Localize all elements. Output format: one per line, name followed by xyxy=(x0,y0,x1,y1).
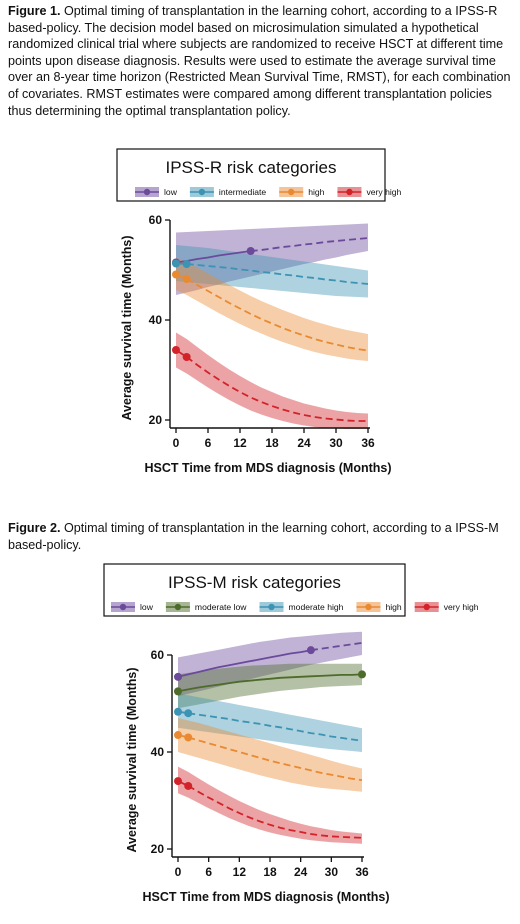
chart2-line-post-very-high xyxy=(187,785,363,839)
chart2-legend-label-low: low xyxy=(140,602,154,612)
chart2-band-moderate-low xyxy=(178,663,362,709)
chart1-point-optimal-intermediate xyxy=(182,260,191,268)
chart1-band-intermediate xyxy=(176,245,368,298)
figure1-caption-text: Optimal timing of transplantation in the… xyxy=(8,4,511,118)
chart2-ytick-label-60: 60 xyxy=(151,648,165,662)
chart2-legend-swatch-high xyxy=(356,602,381,612)
chart1-band-high xyxy=(176,257,368,361)
figure2-caption-text: Optimal timing of transplantation in the… xyxy=(8,521,499,552)
chart2-point-start-moderate-high xyxy=(174,707,182,716)
chart1-band-very-high xyxy=(176,332,368,429)
chart1-point-start-high xyxy=(172,270,180,279)
chart2-point-start-very-high xyxy=(174,777,182,786)
chart1-legend-swatch-high xyxy=(279,187,304,197)
chart2-legend-swatch-moderate-high xyxy=(259,602,284,612)
chart2-line-post-moderate-high xyxy=(188,712,363,742)
chart2-xlabel: HSCT Time from MDS diagnosis (Months) xyxy=(143,890,390,904)
chart2-xtick-label-30: 30 xyxy=(325,865,339,879)
chart2-legend-box xyxy=(103,563,406,617)
figure2-chart: IPSS-M risk categories low moderate low mod… xyxy=(103,563,479,904)
chart1-xtick-label-24: 24 xyxy=(297,436,311,450)
chart2-legend-swatch-moderate-low xyxy=(165,602,190,612)
chart2-point-optimal-moderate-high xyxy=(184,709,193,718)
chart2-legend-label-moderate-high: moderate high xyxy=(289,602,344,612)
chart1-axes xyxy=(165,219,370,433)
chart1-legend-label-intermediate: intermediate xyxy=(219,187,267,197)
chart2-band-low xyxy=(178,631,362,697)
chart1-ytick-label-40: 40 xyxy=(149,313,163,327)
chart1-xtick-label-18: 18 xyxy=(265,436,279,450)
chart1-line-post-very-high xyxy=(186,356,368,422)
chart2-ytick-label-20: 20 xyxy=(151,842,165,856)
chart2-legend-title: IPSS-M risk categories xyxy=(168,573,341,592)
chart2-ytick-label-40: 40 xyxy=(151,745,165,759)
chart2-legend-label-moderate-low: moderate low xyxy=(195,602,247,612)
chart2-line-post-high xyxy=(187,736,363,781)
chart1-legend-title: IPSS-R risk categories xyxy=(166,158,337,177)
chart2-line-pre-moderate-low xyxy=(177,673,363,693)
chart1-xlabel: HSCT Time from MDS diagnosis (Months) xyxy=(145,461,392,475)
chart2-band-very-high xyxy=(178,766,362,844)
chart2-point-start-high xyxy=(174,731,182,740)
chart1-band-low xyxy=(176,223,368,295)
chart1-point-start-intermediate xyxy=(172,259,180,268)
chart1-xtick-label-12: 12 xyxy=(233,436,247,450)
chart2-legend-swatch-low xyxy=(111,602,135,612)
chart1-point-start-very-high xyxy=(172,346,180,354)
chart2-ylabel: Average survival time (Months) xyxy=(125,667,139,852)
figure1-caption: Figure 1. Optimal timing of transplantat… xyxy=(8,3,514,119)
chart1-point-optimal-very-high xyxy=(182,353,191,361)
chart2-legend-swatch-very-high xyxy=(414,602,439,612)
chart2-point-optimal-very-high xyxy=(184,781,193,790)
chart2-point-start-low xyxy=(174,672,182,681)
chart1-line-post-high xyxy=(186,278,369,352)
chart1-legend-label-low: low xyxy=(164,187,178,197)
chart2-point-optimal-high xyxy=(184,733,193,742)
chart1-legend-label-very-high: very high xyxy=(366,187,401,197)
chart2-legend-label-very-high: very high xyxy=(444,602,479,612)
chart2-band-moderate-high xyxy=(178,693,362,752)
chart1-legend-swatch-intermediate xyxy=(189,187,214,197)
chart2-axes xyxy=(167,654,364,862)
chart1-point-optimal-low xyxy=(246,247,255,255)
chart1-xtick-label-0: 0 xyxy=(173,436,180,450)
chart2-point-start-moderate-low xyxy=(174,687,182,696)
chart1-line-post-intermediate xyxy=(186,263,369,285)
chart1-ytick-label-60: 60 xyxy=(149,213,163,227)
chart2-band-high xyxy=(178,718,362,792)
chart1-legend-swatch-very-high xyxy=(337,187,362,197)
chart2-line-post-low xyxy=(310,642,363,652)
chart1-ylabel: Average survival time (Months) xyxy=(120,235,134,420)
chart1-legend-swatch-low xyxy=(135,187,159,197)
chart2-xtick-label-6: 6 xyxy=(205,865,212,879)
figure2-caption-label: Figure 2. xyxy=(8,521,61,535)
chart2-line-pre-low xyxy=(177,649,312,678)
chart1-xtick-label-36: 36 xyxy=(361,436,375,450)
chart1-point-optimal-high xyxy=(182,275,191,283)
chart2-legend-label-high: high xyxy=(385,602,401,612)
figure1-chart: IPSS-R risk categories low intermediate hig… xyxy=(116,148,402,475)
chart2-xtick-label-18: 18 xyxy=(263,865,277,879)
figure1-caption-label: Figure 1. xyxy=(8,4,61,18)
chart1-xtick-label-30: 30 xyxy=(329,436,343,450)
chart2-xtick-label-24: 24 xyxy=(294,865,308,879)
chart1-xtick-label-6: 6 xyxy=(205,436,212,450)
chart2-point-optimal-moderate-low xyxy=(358,670,366,679)
chart1-legend-label-high: high xyxy=(308,187,324,197)
chart2-xtick-label-0: 0 xyxy=(175,865,182,879)
chart2-xtick-label-12: 12 xyxy=(233,865,247,879)
figure2-caption: Figure 2. Optimal timing of transplantat… xyxy=(8,520,514,553)
chart2-xtick-label-36: 36 xyxy=(355,865,369,879)
chart1-line-post-low xyxy=(250,237,369,252)
chart1-ytick-label-20: 20 xyxy=(149,413,163,427)
chart2-point-optimal-low xyxy=(306,646,315,655)
